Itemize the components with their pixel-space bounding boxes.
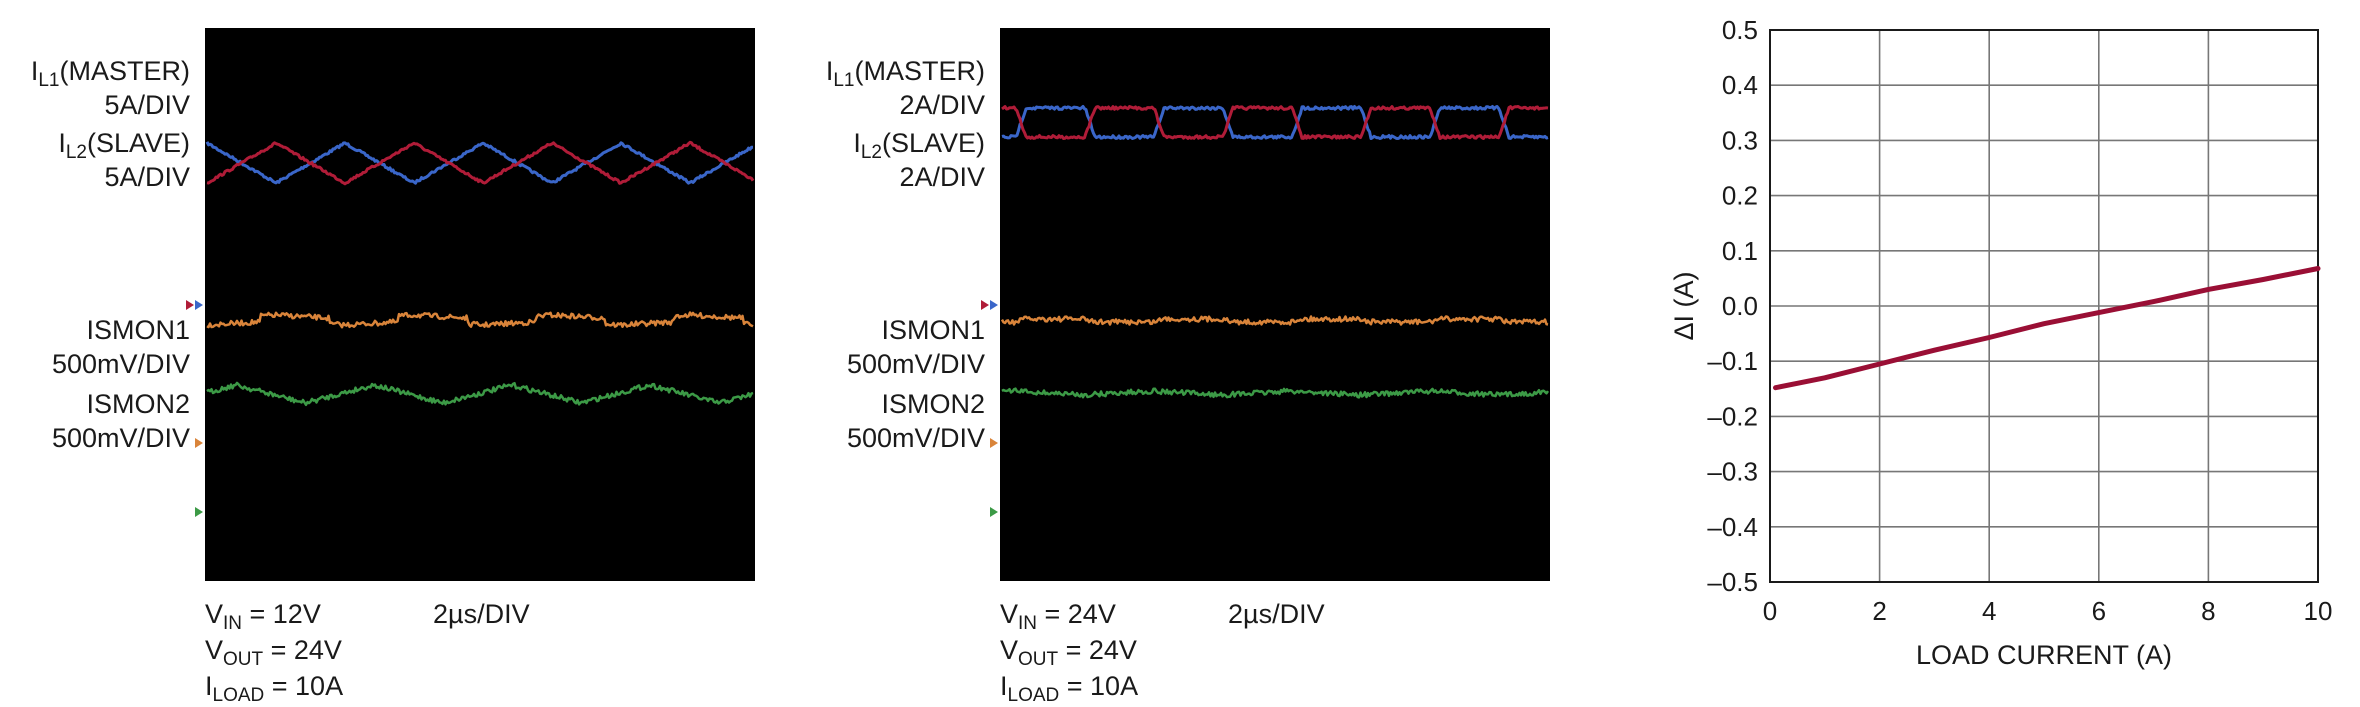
scope-1-ch1-label: IL1(MASTER) xyxy=(31,56,190,91)
scope-1-ch1-scale: 5A/DIV xyxy=(104,90,190,120)
scope-1-vout: VOUT = 24V xyxy=(205,635,342,670)
chart-y-tick-label: 0.3 xyxy=(1722,125,1758,155)
scope-2: IL1(MASTER) 2A/DIV IL2(SLAVE) 2A/DIV ISM… xyxy=(826,28,1550,706)
chart-series xyxy=(1773,266,2321,391)
scope-1-ch3-scale: 500mV/DIV xyxy=(52,349,190,379)
chart-y-tick-label: 0.4 xyxy=(1722,70,1758,100)
scope-1-ch2-scale: 5A/DIV xyxy=(104,162,190,192)
scope-2-traces xyxy=(1000,105,1550,399)
chart-y-tick-label: –0.1 xyxy=(1707,346,1758,376)
scope-2-master-trace xyxy=(1001,105,1549,140)
scope-2-ch1-ground-marker xyxy=(990,300,998,310)
scope-1-ch4-label: ISMON2 xyxy=(86,389,190,419)
chart-x-axis-label: LOAD CURRENT (A) xyxy=(1916,640,2172,670)
scope-2-vout: VOUT = 24V xyxy=(1000,635,1137,670)
chart-y-tick-label: 0.5 xyxy=(1722,15,1758,45)
scope-1-ch3-ground-marker xyxy=(195,438,203,448)
scope-2-ch3-scale: 500mV/DIV xyxy=(847,349,985,379)
chart-y-tick-label: 0.0 xyxy=(1722,291,1758,321)
chart-y-tick-label: –0.4 xyxy=(1707,512,1758,542)
scope-2-ch3-label: ISMON1 xyxy=(881,315,985,345)
chart-y-tick-label: –0.5 xyxy=(1707,567,1758,597)
chart-plot-frame xyxy=(1769,29,2319,583)
scope-2-ch1-label: IL1(MASTER) xyxy=(826,56,985,91)
current-share-chart: 0.5 0.4 0.3 0.2 0.1 0.0 –0.1 –0.2 –0.3 –0.4 –0.5 0… xyxy=(1669,15,2332,670)
chart-y-tick-label: 0.2 xyxy=(1722,181,1758,211)
scope-2-ch2-label: IL2(SLAVE) xyxy=(853,128,985,163)
scope-1-ch3-label: ISMON1 xyxy=(86,315,190,345)
chart-series-line xyxy=(1773,266,2321,391)
scope-2-vin: VIN = 24V xyxy=(1000,599,1116,634)
chart-x-tick-label: 8 xyxy=(2201,596,2215,626)
chart-grid xyxy=(1770,30,2318,582)
scope-2-ismon1-trace xyxy=(1000,315,1549,326)
scope-1-ch4-scale: 500mV/DIV xyxy=(52,423,190,453)
scope-1-iload: ILOAD = 10A xyxy=(205,671,343,706)
scope-1-ch1-ground-marker xyxy=(195,300,203,310)
scope-2-ch2-ground-marker xyxy=(981,300,989,310)
chart-x-tick-label: 0 xyxy=(1763,596,1777,626)
scope-2-timebase: 2µs/DIV xyxy=(1228,599,1325,629)
scope-1-vin: VIN = 12V xyxy=(205,599,321,634)
chart-y-tick-label: 0.1 xyxy=(1722,236,1758,266)
chart-x-tick-label: 2 xyxy=(1872,596,1886,626)
chart-y-tick-label: –0.2 xyxy=(1707,401,1758,431)
scope-1-ismon1-trace xyxy=(206,311,754,329)
scope-2-ch3-ground-marker xyxy=(990,438,998,448)
scope-2-ch1-scale: 2A/DIV xyxy=(899,90,985,120)
scope-1-traces xyxy=(205,140,755,407)
scope-2-ch4-scale: 500mV/DIV xyxy=(847,423,985,453)
scope-1-ch2-ground-marker xyxy=(186,300,194,310)
chart-x-tick-label: 10 xyxy=(2304,596,2333,626)
chart-x-tick-label: 4 xyxy=(1982,596,1996,626)
scope-1-timebase: 2µs/DIV xyxy=(433,599,530,629)
scope-2-ch4-label: ISMON2 xyxy=(881,389,985,419)
scope-1-ismon2-trace xyxy=(206,381,754,407)
scope-1-master-trace xyxy=(205,141,753,185)
chart-y-tick-labels: 0.5 0.4 0.3 0.2 0.1 0.0 –0.1 –0.2 –0.3 –0.4 –0.5 xyxy=(1707,15,1758,597)
chart-y-axis-label: ΔI (A) xyxy=(1669,271,1699,340)
chart-x-tick-label: 6 xyxy=(2092,596,2106,626)
scope-2-slave-trace xyxy=(1001,105,1549,140)
scope-1-ch4-ground-marker xyxy=(195,507,203,517)
scope-1-screen xyxy=(205,28,755,581)
scope-2-ch4-ground-marker xyxy=(990,507,998,517)
chart-y-tick-label: –0.3 xyxy=(1707,457,1758,487)
scope-2-ismon2-trace xyxy=(1001,387,1550,399)
scope-1-ch2-label: IL2(SLAVE) xyxy=(58,128,190,163)
scope-2-iload: ILOAD = 10A xyxy=(1000,671,1138,706)
scope-2-screen xyxy=(1000,28,1550,581)
scope-1: IL1(MASTER) 5A/DIV IL2(SLAVE) 5A/DIV ISM… xyxy=(31,28,755,706)
scope-2-ch2-scale: 2A/DIV xyxy=(899,162,985,192)
chart-x-tick-labels: 0 2 4 6 8 10 xyxy=(1763,596,2333,626)
scope-1-slave-trace xyxy=(206,140,755,186)
